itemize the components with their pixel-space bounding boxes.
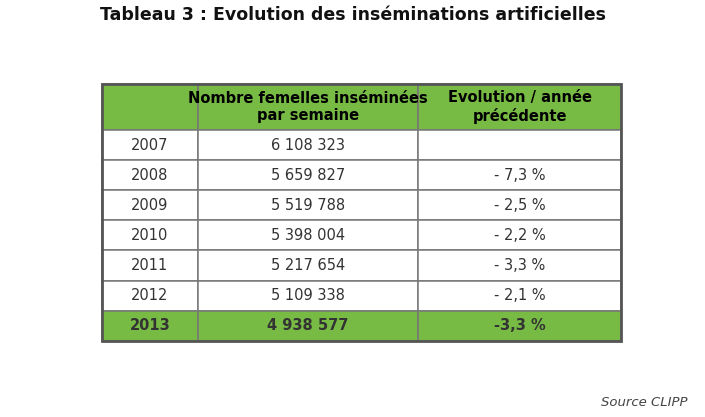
Bar — [198, 191, 418, 221]
Bar — [418, 221, 621, 251]
Bar — [102, 84, 198, 131]
Text: - 2,5 %: - 2,5 % — [493, 198, 546, 213]
Bar — [102, 161, 198, 191]
Bar — [198, 311, 418, 341]
Bar — [198, 221, 418, 251]
Bar — [418, 251, 621, 281]
Bar — [198, 161, 418, 191]
Text: 2010: 2010 — [131, 228, 168, 243]
Text: 5 398 004: 5 398 004 — [271, 228, 345, 243]
Bar — [102, 281, 198, 311]
Bar — [418, 221, 621, 251]
Bar — [198, 281, 418, 311]
Bar — [102, 251, 198, 281]
Bar — [102, 281, 198, 311]
Text: 2009: 2009 — [131, 198, 168, 213]
Bar — [198, 221, 418, 251]
Bar — [418, 251, 621, 281]
Bar — [102, 161, 198, 191]
Bar — [418, 191, 621, 221]
Bar — [418, 84, 621, 131]
Text: Source CLIPP: Source CLIPP — [601, 396, 687, 409]
Bar — [418, 191, 621, 221]
Bar — [102, 131, 198, 161]
Text: -3,3 %: -3,3 % — [493, 318, 546, 333]
Bar — [198, 84, 418, 131]
Bar — [198, 281, 418, 311]
Bar — [102, 191, 198, 221]
Text: - 2,2 %: - 2,2 % — [493, 228, 546, 243]
Bar — [102, 311, 198, 341]
Text: 5 109 338: 5 109 338 — [271, 288, 345, 303]
Bar — [418, 311, 621, 341]
Bar — [198, 191, 418, 221]
Bar — [198, 311, 418, 341]
Bar — [102, 311, 198, 341]
Bar — [198, 251, 418, 281]
Bar — [102, 221, 198, 251]
Bar — [198, 131, 418, 161]
Bar — [198, 251, 418, 281]
Bar — [418, 161, 621, 191]
Bar — [102, 221, 198, 251]
Text: Nombre femelles inséminées
par semaine: Nombre femelles inséminées par semaine — [188, 91, 428, 123]
Bar — [102, 131, 198, 161]
Text: 2013: 2013 — [130, 318, 170, 333]
Text: 5 659 827: 5 659 827 — [271, 168, 345, 183]
Text: - 3,3 %: - 3,3 % — [494, 258, 545, 273]
Text: - 7,3 %: - 7,3 % — [494, 168, 546, 183]
Text: 2011: 2011 — [131, 258, 168, 273]
Text: 2007: 2007 — [131, 138, 168, 153]
Bar — [418, 281, 621, 311]
Text: 6 108 323: 6 108 323 — [271, 138, 345, 153]
Text: - 2,1 %: - 2,1 % — [493, 288, 546, 303]
Bar — [418, 311, 621, 341]
Bar — [102, 191, 198, 221]
Bar — [198, 131, 418, 161]
Text: 5 519 788: 5 519 788 — [271, 198, 345, 213]
Text: 2008: 2008 — [131, 168, 168, 183]
Bar — [198, 161, 418, 191]
Bar — [418, 281, 621, 311]
Text: Evolution / année
précédente: Evolution / année précédente — [448, 90, 591, 124]
Text: 2012: 2012 — [131, 288, 168, 303]
Text: 4 938 577: 4 938 577 — [267, 318, 349, 333]
Bar — [418, 131, 621, 161]
Bar — [418, 161, 621, 191]
Bar — [418, 131, 621, 161]
Text: 5 217 654: 5 217 654 — [271, 258, 345, 273]
Bar — [102, 251, 198, 281]
Bar — [198, 84, 418, 131]
Text: Tableau 3 : Evolution des inséminations artificielles: Tableau 3 : Evolution des inséminations … — [99, 5, 606, 24]
Bar — [102, 84, 621, 341]
Bar — [418, 84, 621, 131]
Bar — [102, 84, 198, 131]
